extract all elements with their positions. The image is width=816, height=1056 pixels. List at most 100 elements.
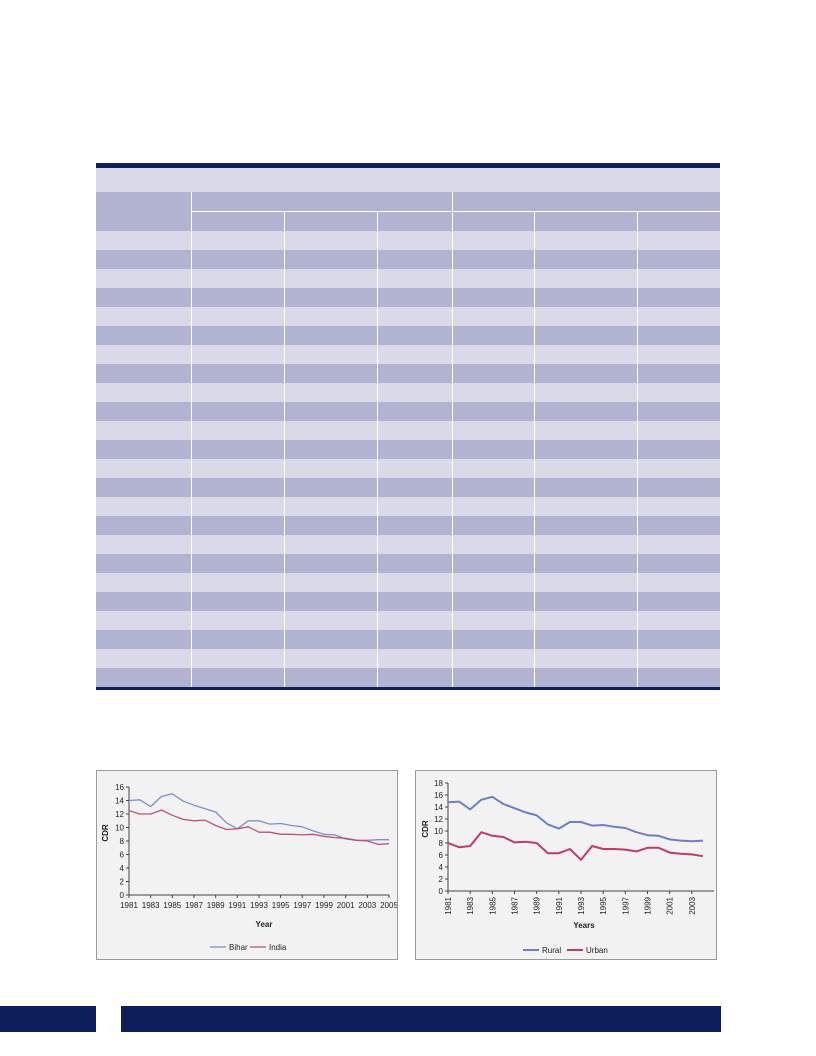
x-tick-label: 2003: [358, 901, 376, 910]
table-cell: [637, 345, 720, 364]
table-cell: [452, 250, 535, 269]
x-tick-label: 1999: [315, 901, 333, 910]
table-cell: [284, 402, 378, 421]
table-cell: [377, 421, 453, 440]
table-cell: [96, 364, 192, 383]
table-subheader-cell: [452, 211, 535, 231]
table-cell: [96, 231, 192, 250]
x-tick-label: 2005: [380, 901, 397, 910]
series-line-india: [128, 809, 390, 846]
y-tick-label: 12: [434, 815, 443, 824]
table-cell: [284, 649, 378, 668]
table-cell: [191, 345, 285, 364]
table-cell: [191, 573, 285, 592]
table-cell: [452, 535, 535, 554]
series-line-bihar: [128, 793, 389, 841]
table-cell: [637, 250, 720, 269]
table-cell: [191, 250, 285, 269]
table-cell: [96, 288, 192, 307]
table-cell: [534, 459, 638, 478]
x-tick-label: 1995: [272, 901, 290, 910]
table-cell: [96, 497, 192, 516]
table-cell: [284, 250, 378, 269]
x-axis-label: Years: [573, 921, 595, 930]
table-cell: [452, 459, 535, 478]
table-cell: [534, 288, 638, 307]
x-tick-label: 1997: [293, 901, 311, 910]
table-cell: [191, 497, 285, 516]
table-cell: [96, 573, 192, 592]
cdr-table: [96, 168, 720, 687]
table-cell: [284, 231, 378, 250]
table-cell: [284, 364, 378, 383]
table-cell: [637, 630, 720, 649]
x-tick-label: 1981: [444, 896, 453, 914]
table-cell: [452, 440, 535, 459]
series-line-urban: [447, 831, 704, 861]
table-cell: [377, 478, 453, 497]
table-subheader-row: [96, 211, 720, 231]
table-cell: [534, 573, 638, 592]
table-cell: [637, 383, 720, 402]
table-cell: [191, 478, 285, 497]
table-cell: [96, 269, 192, 288]
table-cell: [534, 554, 638, 573]
table-cell: [377, 383, 453, 402]
table-cell: [96, 478, 192, 497]
table-cell: [377, 459, 453, 478]
table-cell: [637, 516, 720, 535]
x-tick-label: 1989: [533, 896, 542, 914]
table-row: [96, 440, 720, 459]
table-row: [96, 592, 720, 611]
table-row: [96, 535, 720, 554]
table-cell: [284, 421, 378, 440]
table-row: [96, 402, 720, 421]
table-cell: [191, 630, 285, 649]
x-axis-label: Year: [256, 920, 273, 929]
y-tick-label: 10: [115, 824, 124, 833]
table-cell: [637, 459, 720, 478]
table-cell: [377, 611, 453, 630]
x-tick-label: 1987: [511, 896, 520, 914]
bihar-india-cdr-svg: 0 2 4 6 8 10 12 14 16 1981 1983 1985 1987 1989 1991 199…: [101, 783, 397, 952]
table-cell: [452, 307, 535, 326]
x-tick-label: 1981: [120, 901, 138, 910]
y-axis-label: CDR: [421, 820, 430, 838]
table-cell: [96, 535, 192, 554]
data-table: [96, 163, 720, 690]
y-tick-label: 4: [439, 863, 444, 872]
table-cell: [191, 364, 285, 383]
table-cell: [96, 592, 192, 611]
y-tick-label: 12: [115, 810, 124, 819]
table-cell: [637, 649, 720, 668]
table-cell: [284, 535, 378, 554]
table-cell: [191, 649, 285, 668]
table-cell: [377, 231, 453, 250]
table-cell: [284, 611, 378, 630]
table-row: [96, 364, 720, 383]
x-tick-label: 1993: [577, 896, 586, 914]
table-cell: [191, 383, 285, 402]
table-cell: [534, 611, 638, 630]
table-cell: [452, 231, 535, 250]
table-row: [96, 288, 720, 307]
table-cell: [377, 326, 453, 345]
table-cell: [284, 307, 378, 326]
table-cell: [637, 440, 720, 459]
table-cell: [534, 231, 638, 250]
table-cell: [377, 402, 453, 421]
x-tick-label: 1985: [163, 901, 181, 910]
table-cell: [452, 668, 535, 687]
table-cell: [534, 440, 638, 459]
table-cell: [534, 402, 638, 421]
legend-label-bihar: Bihar: [229, 943, 248, 952]
table-cell: [96, 440, 192, 459]
series-line-rural: [447, 795, 703, 843]
table-cell: [284, 592, 378, 611]
table-cell: [377, 269, 453, 288]
x-tick-label: 2001: [666, 896, 675, 914]
table-row: [96, 326, 720, 345]
table-row: [96, 573, 720, 592]
x-tick-label: 2001: [337, 901, 355, 910]
x-tick-label: 1987: [185, 901, 203, 910]
